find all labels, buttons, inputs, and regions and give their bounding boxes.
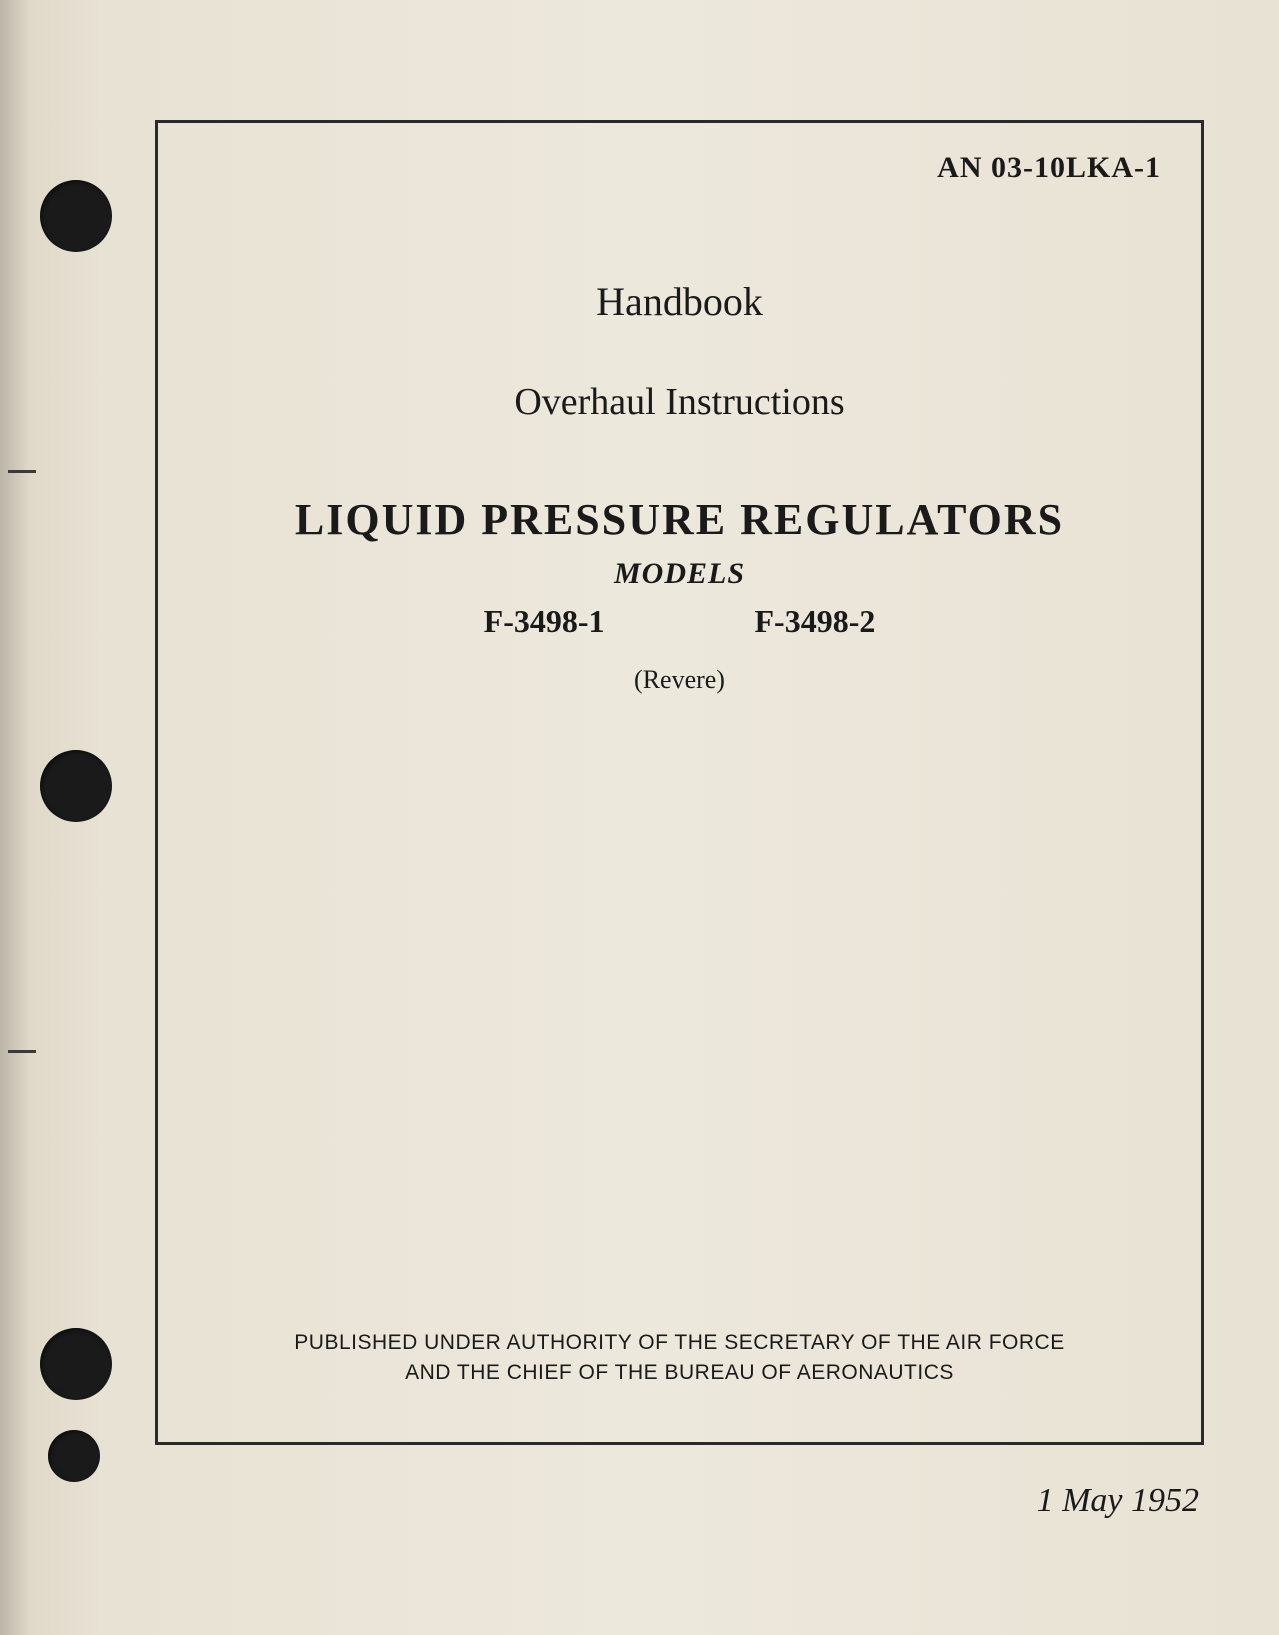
title-block: Handbook Overhaul Instructions LIQUID PR… [158, 278, 1201, 695]
spine-mark [8, 1050, 36, 1053]
edge-shadow [0, 0, 30, 1635]
subtitle: Overhaul Instructions [158, 380, 1201, 424]
publication-date: 1 May 1952 [1037, 1482, 1199, 1520]
authority-line: AND THE CHIEF OF THE BUREAU OF AERONAUTI… [158, 1358, 1201, 1387]
model-number: F-3498-2 [755, 603, 876, 640]
model-numbers: F-3498-1 F-3498-2 [158, 603, 1201, 640]
manufacturer: (Revere) [158, 665, 1201, 695]
binding-hole [40, 180, 112, 252]
binding-hole [40, 1328, 112, 1400]
binding-hole [40, 750, 112, 822]
spine-mark [8, 470, 36, 473]
models-label: MODELS [158, 557, 1201, 591]
document-page: AN 03-10LKA-1 Handbook Overhaul Instruct… [0, 0, 1279, 1635]
authority-block: PUBLISHED UNDER AUTHORITY OF THE SECRETA… [158, 1328, 1201, 1387]
main-title: LIQUID PRESSURE REGULATORS [158, 494, 1201, 545]
document-frame: AN 03-10LKA-1 Handbook Overhaul Instruct… [155, 120, 1204, 1445]
handbook-label: Handbook [158, 278, 1201, 325]
model-number: F-3498-1 [484, 603, 605, 640]
document-number: AN 03-10LKA-1 [937, 151, 1161, 185]
binding-hole [48, 1430, 100, 1482]
authority-line: PUBLISHED UNDER AUTHORITY OF THE SECRETA… [158, 1328, 1201, 1357]
